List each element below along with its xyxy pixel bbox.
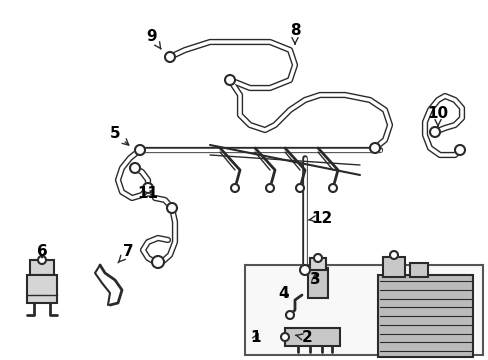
Circle shape	[142, 183, 153, 193]
Text: 10: 10	[427, 105, 447, 126]
Circle shape	[328, 184, 336, 192]
Circle shape	[152, 256, 163, 268]
Circle shape	[130, 163, 140, 173]
Text: 11: 11	[137, 185, 158, 201]
Circle shape	[224, 75, 235, 85]
Text: 7: 7	[118, 244, 133, 263]
Circle shape	[295, 184, 304, 192]
Circle shape	[313, 254, 321, 262]
Text: 12: 12	[308, 211, 332, 225]
Text: 6: 6	[37, 244, 47, 260]
Circle shape	[454, 145, 464, 155]
Circle shape	[135, 145, 145, 155]
Circle shape	[389, 251, 397, 259]
Circle shape	[281, 333, 288, 341]
Bar	[30, 260, 54, 275]
Bar	[27, 275, 57, 303]
Bar	[307, 268, 327, 298]
Bar	[244, 265, 482, 355]
Circle shape	[164, 52, 175, 62]
Bar	[409, 263, 427, 277]
Text: 4: 4	[278, 285, 289, 301]
Circle shape	[369, 143, 379, 153]
Circle shape	[429, 127, 439, 137]
Circle shape	[230, 184, 239, 192]
Text: 8: 8	[289, 23, 300, 44]
Bar	[382, 257, 404, 277]
Circle shape	[265, 184, 273, 192]
Circle shape	[38, 256, 46, 264]
Bar	[309, 258, 325, 270]
Text: 5: 5	[109, 126, 128, 145]
Text: 2: 2	[295, 330, 312, 346]
Text: 9: 9	[146, 28, 161, 49]
Text: 1: 1	[250, 330, 261, 346]
Text: 3: 3	[309, 273, 320, 288]
Circle shape	[299, 265, 309, 275]
Bar	[285, 328, 339, 346]
Circle shape	[167, 203, 177, 213]
Bar	[377, 275, 472, 357]
Circle shape	[285, 311, 293, 319]
